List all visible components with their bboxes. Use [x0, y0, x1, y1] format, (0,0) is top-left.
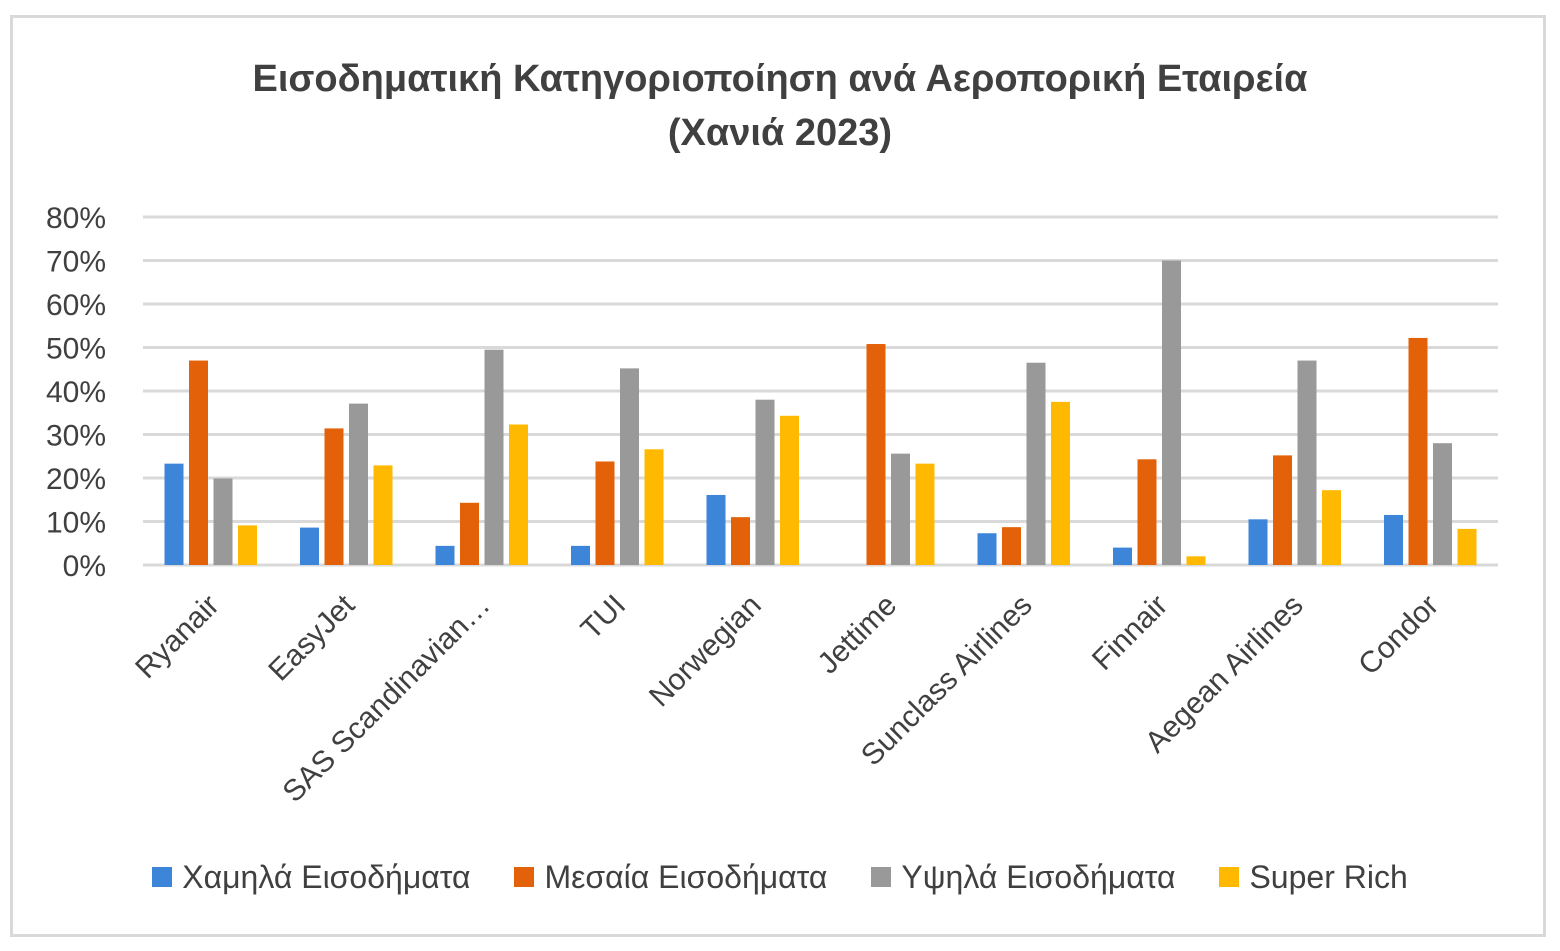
y-tick-label: 50%	[46, 333, 106, 366]
bar	[1162, 260, 1181, 565]
bar	[1137, 459, 1157, 565]
legend-swatch	[871, 867, 892, 887]
bar	[644, 449, 664, 565]
legend-label: Μεσαία Εισοδήματα	[544, 858, 828, 895]
bar	[571, 545, 590, 565]
chart-title-line: Εισοδηματική Κατηγοριοποίηση ανά Αεροπορ…	[252, 58, 1308, 100]
legend-label: Υψηλά Εισοδήματα	[901, 858, 1176, 895]
y-tick-label: 70%	[46, 246, 106, 279]
x-tick-label: Finnair	[1086, 589, 1174, 677]
bar	[1297, 360, 1317, 565]
bar	[891, 453, 910, 565]
bar	[1457, 528, 1477, 565]
y-axis-ticks: 0% 10% 20% 30% 40% 50% 60% 70% 80%	[46, 202, 106, 583]
bar	[213, 478, 233, 565]
bar	[349, 403, 368, 565]
bar	[189, 360, 208, 565]
bar	[460, 502, 479, 565]
bar	[1433, 443, 1452, 565]
x-tick-label: Ryanair	[129, 589, 225, 685]
legend-swatch	[152, 867, 173, 887]
bar	[435, 545, 455, 565]
chart-subtitle-line: (Χανιά 2023)	[667, 112, 893, 154]
bar	[1026, 362, 1046, 565]
legend-item: Υψηλά Εισοδήματα	[871, 859, 1175, 896]
bar	[706, 494, 726, 565]
y-tick-label: 0%	[63, 550, 106, 583]
y-tick-label: 60%	[46, 289, 106, 322]
x-tick-label: Norwegian	[643, 589, 768, 714]
x-tick-label: TUI	[575, 589, 633, 647]
legend-swatch	[1219, 867, 1240, 887]
legend-swatch	[514, 867, 535, 887]
bar	[1273, 455, 1292, 565]
bar	[755, 399, 775, 565]
bar	[1248, 519, 1268, 565]
bar	[509, 424, 528, 565]
bar	[300, 527, 319, 565]
bar	[1113, 547, 1132, 565]
bar	[866, 344, 886, 565]
y-tick-label: 30%	[46, 420, 106, 453]
bar	[1322, 490, 1341, 565]
bar	[1002, 527, 1021, 565]
grid-lines	[143, 215, 1498, 567]
legend-item: Χαμηλά Εισοδήματα	[152, 859, 470, 896]
y-tick-label: 10%	[46, 507, 106, 540]
x-tick-label: Condor	[1352, 589, 1445, 682]
bar	[1408, 337, 1428, 565]
legend-item: Μεσαία Εισοδήματα	[514, 859, 827, 896]
bar	[780, 415, 799, 565]
bars	[164, 260, 1477, 565]
y-tick-label: 20%	[46, 463, 106, 496]
bar	[595, 461, 615, 565]
bar	[164, 463, 184, 565]
bar	[373, 465, 393, 565]
y-tick-label: 40%	[46, 376, 106, 409]
legend: Χαμηλά Εισοδήματα Μεσαία Εισοδήματα Υψηλ…	[0, 855, 1560, 899]
bar	[484, 349, 504, 565]
y-tick-label: 80%	[46, 202, 106, 235]
chart-title: Εισοδηματική Κατηγοριοποίηση ανά Αεροπορ…	[0, 52, 1560, 160]
x-tick-label: EasyJet	[262, 588, 361, 687]
legend-label: Super Rich	[1249, 858, 1408, 895]
bar	[731, 517, 750, 565]
bar	[1051, 401, 1070, 565]
bar	[238, 525, 257, 565]
bar	[1186, 556, 1206, 565]
legend-item: Super Rich	[1219, 858, 1408, 896]
x-tick-label: Jettime	[811, 589, 903, 681]
legend-label: Χαμηλά Εισοδήματα	[182, 858, 471, 895]
bar	[977, 533, 997, 565]
bar	[1384, 514, 1403, 565]
bar	[915, 463, 935, 565]
bar	[324, 428, 344, 565]
bar	[620, 368, 639, 565]
